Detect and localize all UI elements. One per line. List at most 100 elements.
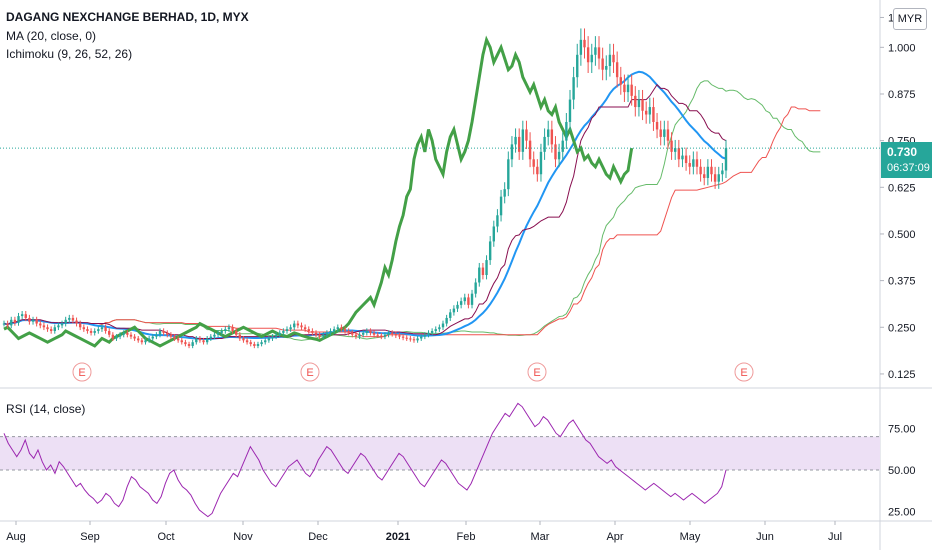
candle-body bbox=[459, 301, 463, 305]
candle-body bbox=[492, 226, 495, 242]
time-tick-label: Jul bbox=[828, 531, 842, 543]
candle-body bbox=[264, 340, 267, 343]
candle-body bbox=[405, 337, 408, 339]
candle-body bbox=[503, 189, 506, 197]
candle-body bbox=[64, 319, 67, 324]
candle-body bbox=[485, 260, 488, 276]
candle-body bbox=[307, 329, 310, 332]
candle-body bbox=[409, 338, 412, 340]
candle-body bbox=[35, 319, 38, 324]
candle-body bbox=[296, 323, 300, 326]
candle-body bbox=[372, 332, 376, 335]
candle-body bbox=[532, 159, 535, 167]
rsi-tick-label: 75.00 bbox=[888, 423, 916, 435]
candle-body bbox=[655, 121, 659, 130]
candle-body bbox=[496, 215, 499, 227]
candle-body bbox=[488, 241, 492, 261]
price-tick-label: 0.625 bbox=[888, 182, 916, 194]
ma-legend[interactable]: MA (20, close, 0) bbox=[6, 29, 97, 43]
earnings-marker-label: E bbox=[306, 367, 313, 379]
candle-body bbox=[387, 332, 390, 335]
candle-body bbox=[60, 323, 64, 326]
rsi-band bbox=[0, 436, 880, 470]
candle-body bbox=[561, 140, 564, 152]
candle-body bbox=[332, 329, 336, 332]
currency-selector[interactable]: MYR bbox=[893, 8, 927, 30]
candle-body bbox=[93, 331, 96, 333]
candle-body bbox=[198, 338, 202, 341]
candle-body bbox=[176, 338, 180, 341]
candle-body bbox=[202, 340, 205, 343]
candle-body bbox=[539, 151, 543, 175]
time-tick-label: Nov bbox=[233, 531, 253, 543]
candle-body bbox=[572, 77, 575, 100]
time-tick-label: Feb bbox=[457, 531, 476, 543]
candle-body bbox=[49, 329, 53, 332]
earnings-marker bbox=[734, 362, 754, 382]
candle-body bbox=[213, 334, 216, 337]
candle-body bbox=[358, 334, 361, 337]
candle-body bbox=[706, 166, 710, 178]
candle-body bbox=[209, 336, 213, 339]
candle-body bbox=[688, 163, 691, 167]
candle-body bbox=[430, 331, 434, 333]
candle-body bbox=[565, 121, 568, 141]
rsi-legend[interactable]: RSI (14, close) bbox=[6, 402, 86, 416]
candle-body bbox=[576, 54, 579, 78]
ichimoku-chikou bbox=[3, 35, 634, 348]
candle-body bbox=[644, 110, 648, 115]
candle-body bbox=[2, 323, 6, 325]
price-tick-label: 0.875 bbox=[888, 89, 916, 101]
candle-body bbox=[216, 332, 220, 335]
candle-body bbox=[703, 174, 706, 178]
candle-body bbox=[245, 340, 249, 343]
current-price: 0.730 bbox=[887, 145, 918, 159]
price-tick-label: 0.375 bbox=[888, 276, 916, 288]
candle-body bbox=[398, 335, 401, 337]
price-tick-label: 1 bbox=[888, 12, 894, 24]
candle-body bbox=[300, 325, 303, 328]
candle-body bbox=[536, 166, 539, 175]
candle-body bbox=[311, 331, 314, 333]
candle-body bbox=[412, 339, 416, 341]
candle-body bbox=[184, 342, 187, 345]
candle-body bbox=[478, 267, 481, 283]
candle-body bbox=[543, 136, 546, 152]
candle-body bbox=[380, 335, 383, 337]
candle-body bbox=[118, 334, 122, 337]
ichimoku-legend[interactable]: Ichimoku (9, 26, 52, 26) bbox=[6, 47, 133, 61]
time-tick-label: Sep bbox=[80, 531, 100, 543]
price-tick-label: 1.000 bbox=[888, 42, 916, 54]
time-tick-label: Oct bbox=[157, 531, 174, 543]
candle-body bbox=[612, 54, 615, 63]
candle-body bbox=[674, 148, 677, 152]
candle-body bbox=[133, 336, 136, 339]
candle-body bbox=[231, 327, 234, 332]
candle-body bbox=[605, 65, 608, 70]
candle-body bbox=[137, 338, 140, 341]
candle-body bbox=[336, 327, 339, 330]
candle-body bbox=[594, 47, 597, 55]
candle-body bbox=[394, 333, 398, 336]
candle-body bbox=[129, 334, 133, 337]
candle-body bbox=[514, 136, 517, 145]
candle-body bbox=[144, 340, 147, 343]
candle-body bbox=[220, 331, 223, 333]
candle-body bbox=[586, 47, 590, 63]
candle-body bbox=[68, 317, 71, 320]
candle-body bbox=[481, 267, 485, 276]
candle-body bbox=[554, 144, 557, 160]
candle-body bbox=[238, 334, 242, 339]
candle-body bbox=[278, 332, 281, 335]
candle-body bbox=[39, 323, 42, 326]
candle-body bbox=[528, 140, 532, 160]
rsi-line bbox=[3, 402, 727, 518]
candle-body bbox=[626, 84, 630, 93]
candle-body bbox=[361, 332, 365, 335]
candle-body bbox=[427, 332, 430, 335]
candle-body bbox=[525, 129, 528, 141]
candle-body bbox=[579, 39, 583, 55]
candle-body bbox=[271, 336, 274, 339]
ichimoku-span-b bbox=[98, 106, 821, 338]
